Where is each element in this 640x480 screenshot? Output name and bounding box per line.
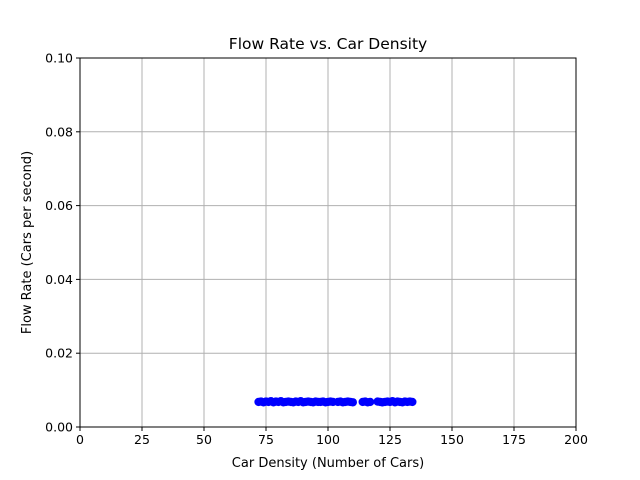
chart-title: Flow Rate vs. Car Density (229, 35, 427, 53)
y-tick-label: 0.10 (45, 51, 73, 66)
x-tick-label: 0 (76, 432, 84, 447)
x-tick-label: 50 (196, 432, 212, 447)
data-point (365, 397, 375, 407)
x-tick-label: 150 (440, 432, 464, 447)
x-tick-label: 100 (316, 432, 340, 447)
y-tick-label: 0.06 (45, 198, 73, 213)
grid (79, 57, 577, 428)
y-axis-ticks: 0.00 0.02 0.04 0.06 0.08 0.10 (45, 51, 80, 435)
x-tick-label: 175 (502, 432, 526, 447)
data-point (408, 397, 417, 407)
x-tick-label: 200 (564, 432, 588, 447)
y-tick-label: 0.08 (45, 124, 73, 139)
x-tick-label: 75 (258, 432, 274, 447)
x-axis-label: Car Density (Number of Cars) (232, 456, 424, 471)
y-tick-label: 0.02 (45, 346, 73, 361)
x-tick-label: 125 (378, 432, 402, 447)
y-axis-label: Flow Rate (Cars per second) (20, 151, 35, 334)
data-points (254, 396, 417, 407)
x-tick-label: 25 (134, 432, 150, 447)
y-tick-label: 0.00 (45, 420, 73, 435)
y-tick-label: 0.04 (45, 272, 73, 287)
x-axis-ticks: 0 25 50 75 100 125 150 175 200 (76, 427, 588, 447)
data-point (348, 398, 357, 407)
